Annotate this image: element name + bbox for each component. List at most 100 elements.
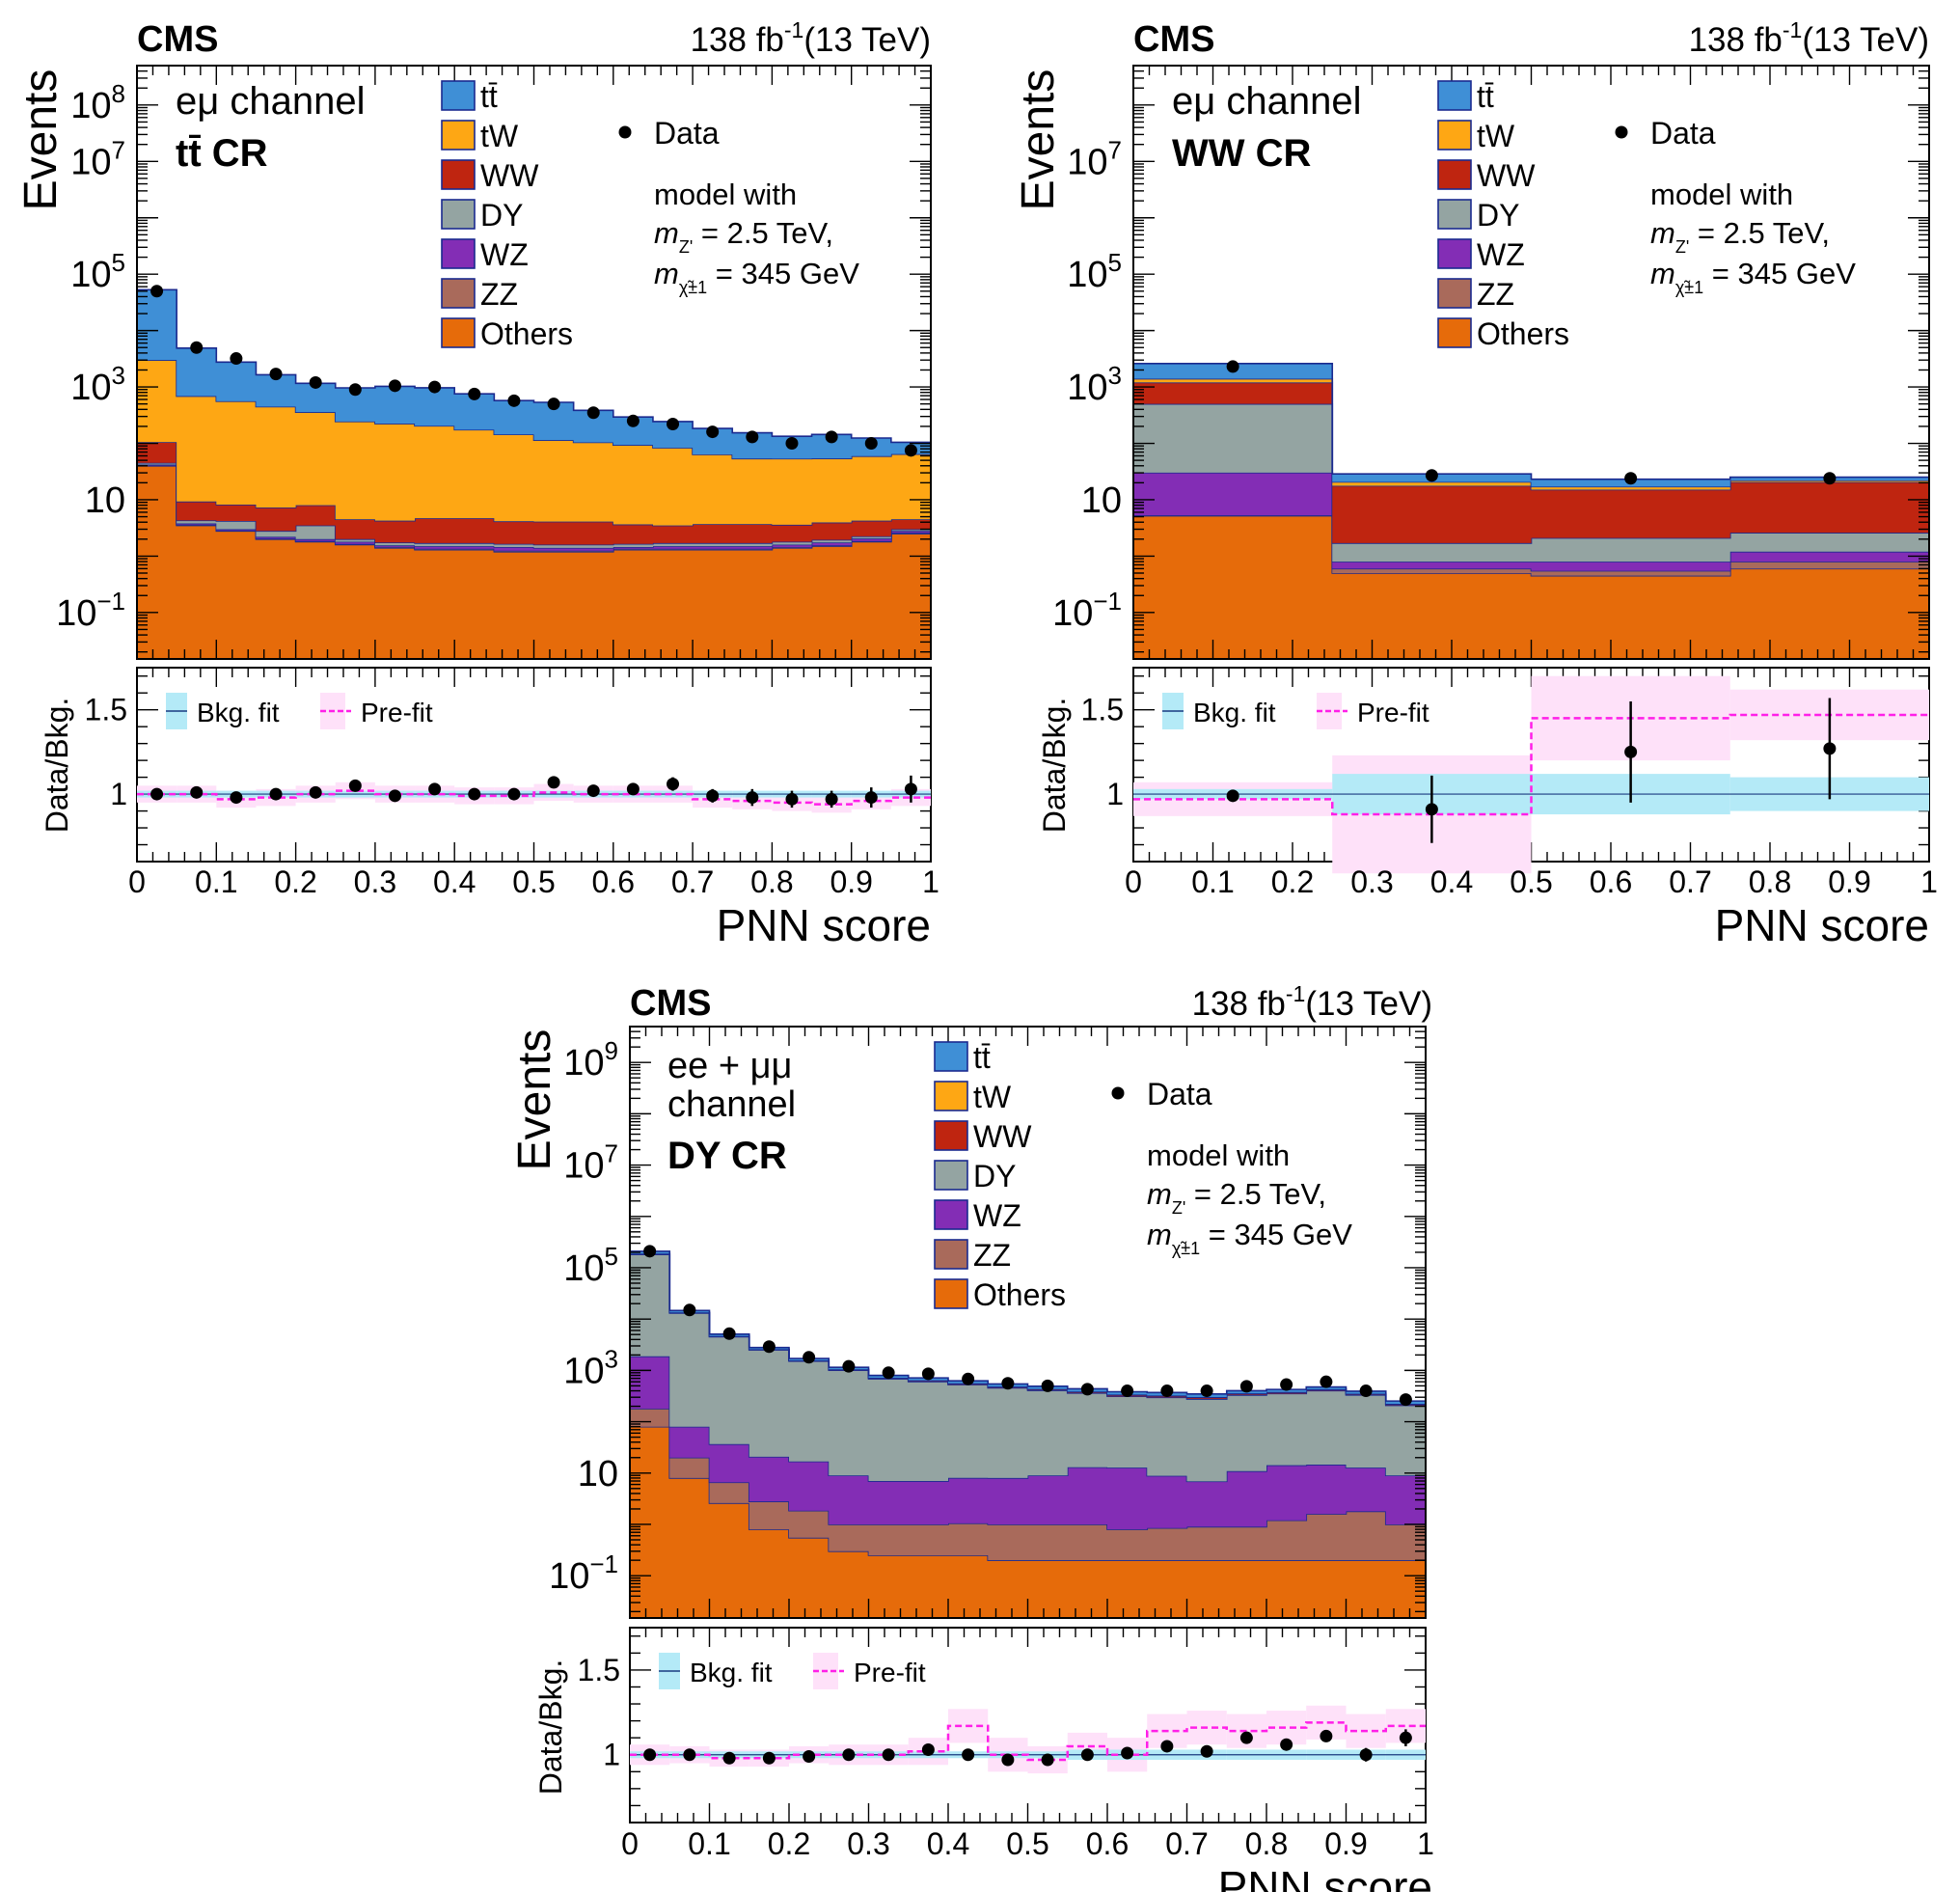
ratio-layer (630, 1705, 1426, 1774)
region-label: tt̄ CR (176, 132, 268, 175)
ratio-point (190, 785, 204, 799)
x-tick-labels: 0 0.1 0.2 0.3 0.4 0.5 0.6 0.7 0.8 0.9 1 (128, 864, 939, 899)
ratio-point (825, 792, 838, 806)
ratio-y-tick-label: 1.5 (85, 693, 127, 727)
y-tick-exponent: 8 (112, 79, 125, 108)
y-tick-label: 108 (70, 79, 125, 126)
y-tick-exponent: 3 (112, 361, 125, 390)
ratio-point (904, 782, 917, 796)
ratio-legend: Bkg. fit Pre-fit (1162, 693, 1429, 729)
data-points (643, 1245, 1412, 1407)
legend-swatch-DY (441, 199, 476, 230)
ratio-point (1624, 745, 1638, 758)
y-tick-label: 109 (563, 1036, 618, 1083)
x-tick-label: 0.4 (433, 864, 476, 899)
model-subscript: χ̃±1 (679, 278, 707, 297)
ratio-point (269, 787, 283, 801)
model-subscript: Z' (1675, 237, 1689, 257)
ratio-y-tick-label: 1.5 (578, 1653, 620, 1687)
legend-label: tW (1477, 119, 1515, 153)
y-tick-base: 10 (563, 1043, 604, 1083)
stack-layer (630, 1250, 1426, 1618)
prefit-label: Pre-fit (1357, 698, 1429, 727)
x-tick-label: 0 (1125, 864, 1142, 899)
y-tick-base: 10 (85, 480, 125, 521)
stack-Others-fill (137, 465, 931, 659)
y-tick-base: 10 (1067, 368, 1107, 408)
y-axis-title: Events (1013, 69, 1064, 211)
y-tick-label: 10 (578, 1454, 618, 1494)
legend-swatch-ZZ (441, 278, 476, 309)
data-point (586, 406, 600, 420)
y-tick-base: 10 (1052, 593, 1093, 634)
legend-label: DY (480, 198, 523, 233)
ratio-legend: Bkg. fit Pre-fit (166, 693, 433, 729)
model-symbol: m (654, 216, 679, 250)
lumi-label: 138 fb-1(13 TeV) (1689, 17, 1929, 59)
ratio-point (962, 1748, 975, 1762)
ratio-point (1280, 1738, 1293, 1751)
ratio-point (1425, 803, 1438, 816)
data-points (1226, 360, 1837, 485)
ratio-point (468, 787, 481, 801)
y-tick-label: 10−1 (56, 587, 125, 634)
prefit-line (1133, 713, 1929, 816)
x-tick-label: 0.6 (1086, 1826, 1129, 1861)
model-symbol: m (1650, 216, 1675, 250)
x-tick-label: 1 (1920, 864, 1938, 899)
data-point (904, 444, 917, 457)
data-point (1280, 1378, 1293, 1391)
ratio-point (1226, 789, 1239, 803)
legend-swatch-tW (1437, 120, 1472, 151)
ratio-point (803, 1749, 816, 1763)
legend-data-marker (1111, 1086, 1125, 1100)
y-tick-label: 105 (1067, 248, 1122, 295)
ratio-point (746, 791, 759, 805)
x-tick-label: 0.3 (1350, 864, 1393, 899)
ratio-point (667, 778, 680, 791)
legend-label: tt̄ (1477, 79, 1494, 114)
legend-label: WZ (480, 237, 529, 272)
model-line-3: mχ̃±1 = 345 GeV (1650, 257, 1856, 297)
channel-label-line2: channel (667, 1084, 796, 1125)
ratio-point (785, 792, 799, 806)
legend-label: tW (973, 1080, 1012, 1114)
stack-tt-outline (1133, 363, 1929, 480)
x-tick-label: 0.3 (354, 864, 396, 899)
model-line-1: model with (1147, 1138, 1290, 1172)
ratio-point (842, 1748, 856, 1762)
model-subscript: Z' (679, 237, 693, 257)
channel-label: ee + μμ (667, 1046, 792, 1086)
data-point (1239, 1380, 1253, 1393)
ratio-y-tick-labels: 11.5 (578, 1653, 620, 1772)
ratio-point (1399, 1731, 1412, 1744)
stack-tt-fill (1133, 363, 1929, 487)
y-axis-title: Events (509, 1029, 560, 1171)
stack-tW-fill (137, 360, 931, 526)
stack-Others-fill (630, 1426, 1426, 1618)
ratio-y-tick-label: 1.5 (1081, 693, 1124, 727)
ratio-point (882, 1748, 895, 1762)
y-tick-label: 10−1 (549, 1549, 618, 1597)
legend-swatch-Others (441, 317, 476, 348)
ratio-point (586, 784, 600, 798)
y-tick-label: 10−1 (1052, 587, 1122, 634)
x-tick-label: 0.4 (927, 1826, 969, 1861)
legend-label: ZZ (480, 277, 518, 312)
y-axis-title: Events (15, 69, 67, 211)
data-point (683, 1303, 696, 1317)
legend-data-label: Data (654, 116, 720, 151)
x-tick-label: 0.2 (1271, 864, 1314, 899)
y-tick-exponent: 7 (112, 135, 125, 164)
ratio-point (348, 779, 362, 792)
ratio-point (921, 1742, 935, 1756)
model-line-3: mχ̃±1 = 345 GeV (1147, 1218, 1352, 1258)
dy-cr-panel: CMS 138 fb-1(13 TeV) Events 10−110103105… (509, 981, 1434, 1892)
ratio-point (864, 791, 878, 805)
y-tick-base: 10 (70, 86, 111, 126)
model-symbol: m (1147, 1218, 1172, 1251)
ratio-point (643, 1748, 657, 1762)
legend-swatch-WZ (1437, 238, 1472, 269)
